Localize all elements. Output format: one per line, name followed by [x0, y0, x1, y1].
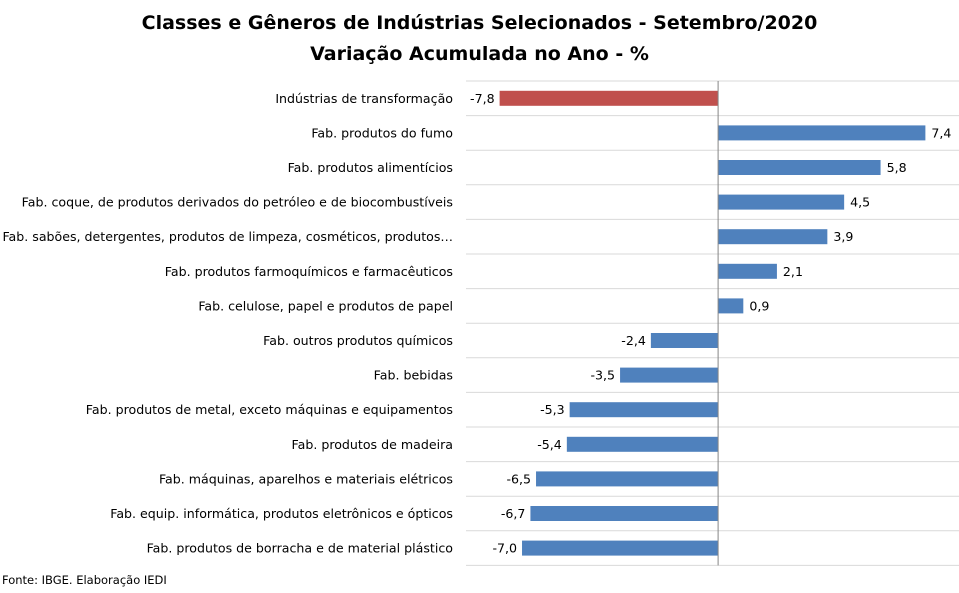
value-label: 7,4 — [931, 125, 951, 140]
category-label: Fab. produtos alimentícios — [288, 160, 453, 175]
bar — [536, 471, 719, 487]
chart-title: Classes e Gêneros de Indústrias Selecion… — [141, 12, 818, 34]
source-note: Fonte: IBGE. Elaboração IEDI — [2, 573, 167, 587]
value-label: -7,8 — [470, 91, 495, 106]
value-label: -3,5 — [590, 368, 615, 383]
gridlines — [466, 80, 959, 566]
value-label: 0,9 — [749, 298, 769, 313]
bar — [499, 90, 719, 106]
bar — [569, 402, 719, 418]
category-label: Fab. equip. informática, produtos eletrô… — [110, 506, 453, 521]
category-label: Fab. máquinas, aparelhos e materiais elé… — [159, 471, 453, 486]
value-label: -7,0 — [492, 541, 517, 556]
value-label: 5,8 — [887, 160, 907, 175]
category-labels: Indústrias de transformação Fab. produtos… — [2, 91, 453, 556]
bars — [499, 90, 926, 556]
value-label: 4,5 — [850, 195, 870, 210]
category-label: Fab. outros produtos químicos — [263, 333, 453, 348]
value-label: -5,3 — [540, 402, 565, 417]
value-label: 3,9 — [833, 229, 853, 244]
value-label: 2,1 — [783, 264, 803, 279]
bar — [530, 506, 719, 521]
category-label: Fab. sabões, detergentes, produtos de li… — [2, 229, 453, 244]
category-label: Fab. produtos de metal, exceto máquinas … — [86, 402, 453, 417]
bar — [522, 540, 719, 556]
category-label: Fab. bebidas — [374, 368, 453, 383]
bar — [650, 333, 719, 348]
category-label: Fab. produtos do fumo — [311, 125, 453, 140]
category-label: Fab. coque, de produtos derivados do pet… — [22, 195, 453, 210]
category-label: Fab. celulose, papel e produtos de papel — [198, 298, 453, 313]
category-label: Fab. produtos farmoquímicos e farmacêuti… — [165, 264, 453, 279]
bar — [718, 194, 845, 210]
value-label: -6,5 — [506, 471, 531, 486]
category-label: Fab. produtos de borracha e de material … — [147, 541, 454, 556]
bar — [620, 367, 719, 383]
value-label: -2,4 — [621, 333, 646, 348]
category-label: Indústrias de transformação — [275, 91, 453, 106]
value-label: -5,4 — [537, 437, 562, 452]
bar — [718, 263, 777, 279]
value-labels: -7,8 7,4 5,8 4,5 3,9 2,1 0,9 -2,4 -3,5 -5,3 -5,4 -6… — [470, 91, 951, 556]
value-label: -6,7 — [501, 506, 526, 521]
bar — [718, 125, 926, 141]
bar — [718, 298, 744, 314]
bar — [718, 229, 828, 245]
category-label: Fab. produtos de madeira — [292, 437, 453, 452]
bar — [566, 436, 719, 452]
chart-subtitle: Variação Acumulada no Ano - % — [310, 43, 649, 65]
bar — [718, 160, 881, 175]
